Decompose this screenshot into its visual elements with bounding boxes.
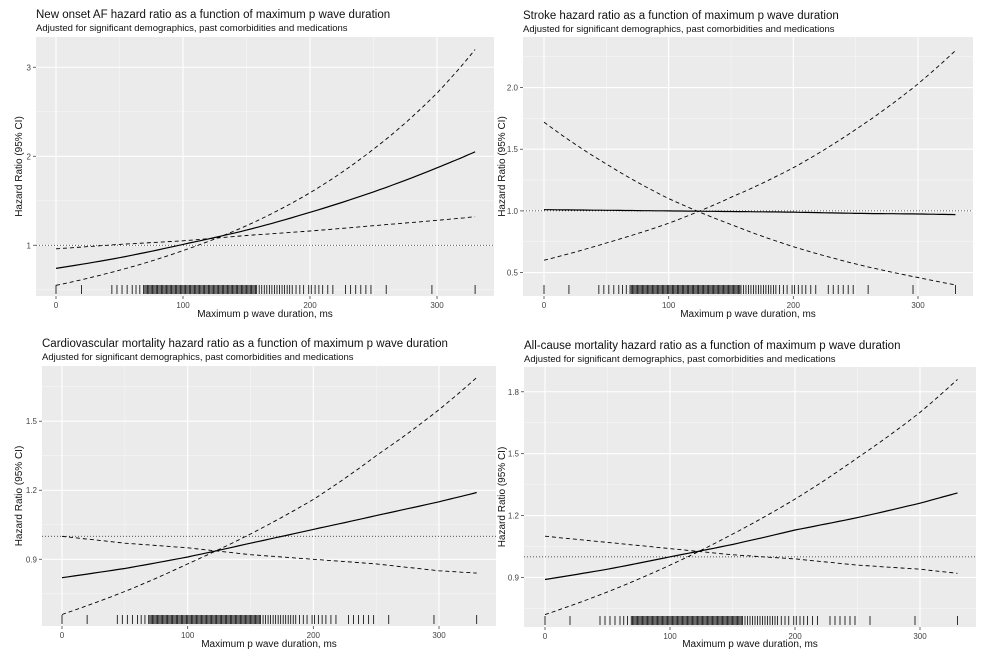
chart-panel-1: 0 100 200 300 1 2 3 New onset AF hazard ratio a…	[14, 9, 494, 320]
x-tick-label: 100	[662, 301, 676, 310]
y-axis-label: Hazard Ratio (95% CI)	[497, 116, 508, 217]
hazard-ratio-line	[61, 491, 477, 579]
ci-bound-line-1	[61, 377, 478, 615]
y-tick-label: 0.5	[507, 269, 519, 278]
chart-subtitle: Adjusted for significant demographics, p…	[523, 24, 835, 35]
hazard-ratio-line	[55, 151, 476, 269]
ci-bound-line-2	[55, 216, 476, 250]
x-axis-label: Maximum p wave duration, ms	[201, 639, 337, 650]
x-axis-label: Maximum p wave duration, ms	[680, 309, 816, 320]
y-tick-label: 1	[27, 241, 32, 250]
y-tick-label: 0.9	[26, 555, 38, 564]
x-tick-label: 300	[911, 301, 925, 310]
y-tick-label: 1.0	[507, 207, 519, 216]
ci-bound-line-1	[544, 379, 958, 616]
y-tick-label: 1.5	[508, 450, 520, 459]
y-tick-label: 1.2	[26, 486, 38, 495]
y-axis-label: Hazard Ratio (95% CI)	[14, 116, 25, 217]
y-tick-label: 1.5	[507, 145, 519, 154]
x-tick-label: 300	[430, 301, 444, 310]
x-tick-label: 0	[60, 631, 65, 640]
y-tick-label: 3	[27, 63, 32, 72]
x-tick-label: 200	[307, 631, 321, 640]
y-tick-label: 0.9	[508, 573, 520, 582]
x-tick-label: 0	[542, 301, 547, 310]
y-tick-label: 1.5	[26, 417, 38, 426]
x-tick-label: 0	[54, 301, 59, 310]
hazard-ratio-line	[544, 492, 958, 581]
chart-title: All-cause mortality hazard ratio as a fu…	[524, 340, 900, 352]
chart-title: Stroke hazard ratio as a function of max…	[523, 10, 839, 22]
chart-subtitle: Adjusted for significant demographics, p…	[524, 354, 836, 365]
x-axis-label: Maximum p wave duration, ms	[682, 639, 818, 650]
plot-background	[42, 366, 496, 626]
x-tick-label: 200	[787, 301, 801, 310]
ci-bound-line-2	[543, 50, 956, 261]
ci-bound-line-2	[544, 535, 958, 574]
plot-background	[523, 37, 973, 296]
chart-panel-3: 0 100 200 300 0.9 1.2 1.5 Cardiovascular mortal…	[14, 338, 496, 650]
chart-subtitle: Adjusted for significant demographics, p…	[36, 23, 348, 34]
y-tick-label: 1.2	[508, 512, 520, 521]
chart-title: Cardiovascular mortality hazard ratio as…	[42, 338, 448, 350]
plot-background	[36, 37, 494, 296]
ci-bound-line-1	[543, 121, 956, 286]
y-tick-label: 1.8	[508, 388, 520, 397]
hazard-ratio-line	[544, 209, 956, 216]
x-tick-label: 100	[181, 631, 195, 640]
x-tick-label: 0	[543, 632, 548, 641]
x-tick-label: 100	[176, 301, 190, 310]
plot-background	[524, 367, 976, 627]
x-tick-label: 100	[663, 632, 677, 641]
x-tick-label: 200	[303, 301, 317, 310]
y-axis-label: Hazard Ratio (95% CI)	[14, 446, 25, 547]
x-tick-label: 300	[913, 632, 927, 641]
chart-panel-4: 0 100 200 300 0.9 1.2 1.5 1.8 All-cause mortalit…	[497, 340, 976, 650]
y-tick-label: 2.0	[507, 84, 519, 93]
x-axis-label: Maximum p wave duration, ms	[197, 309, 333, 320]
x-tick-label: 200	[788, 632, 802, 641]
ci-bound-line-2	[61, 535, 477, 574]
chart-subtitle: Adjusted for significant demographics, p…	[42, 352, 354, 363]
y-axis-label: Hazard Ratio (95% CI)	[497, 447, 508, 548]
chart-title: New onset AF hazard ratio as a function …	[36, 9, 390, 21]
y-tick-label: 2	[27, 152, 32, 161]
chart-panel-2: 0 100 200 300 0.5 1.0 1.5 2.0 Stroke hazard rati…	[497, 10, 973, 320]
x-tick-label: 300	[432, 631, 446, 640]
